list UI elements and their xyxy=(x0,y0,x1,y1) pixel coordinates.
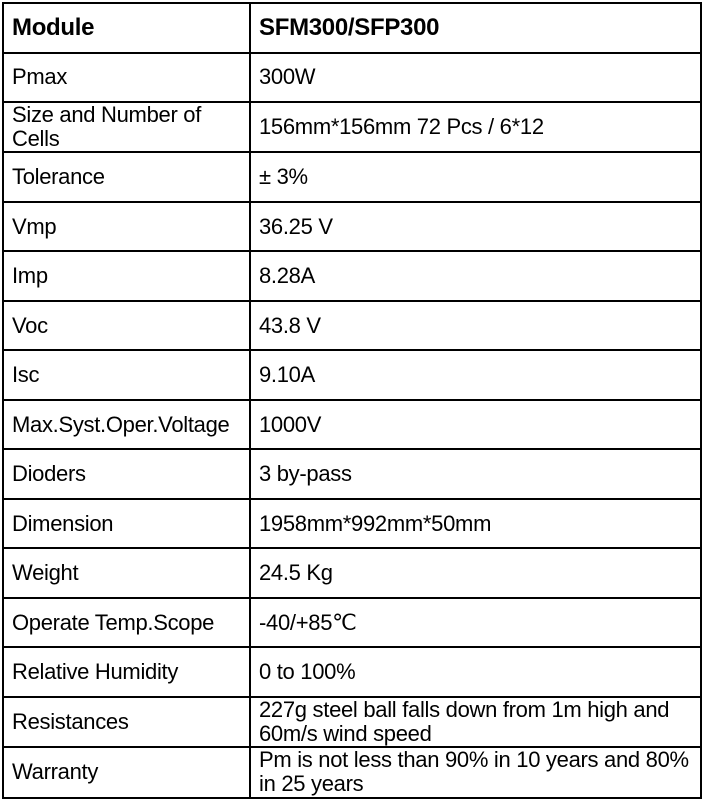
table-row: Relative Humidity 0 to 100% xyxy=(3,647,701,697)
cell-value: -40/+85℃ xyxy=(250,598,701,648)
cell-value: 24.5 Kg xyxy=(250,548,701,598)
table-row: Isc 9.10A xyxy=(3,350,701,400)
table-row: Warranty Pm is not less than 90% in 10 y… xyxy=(3,747,701,797)
table-row: Voc 43.8 V xyxy=(3,301,701,351)
table-row: Vmp 36.25 V xyxy=(3,202,701,252)
table-row: Pmax 300W xyxy=(3,53,701,103)
cell-value: ± 3% xyxy=(250,152,701,202)
cell-label: Relative Humidity xyxy=(3,647,250,697)
table-row: Size and Number of Cells 156mm*156mm 72 … xyxy=(3,102,701,152)
header-model: SFM300/SFP300 xyxy=(250,3,701,53)
table-row: Dioders 3 by-pass xyxy=(3,449,701,499)
cell-value: 300W xyxy=(250,53,701,103)
table-row: Weight 24.5 Kg xyxy=(3,548,701,598)
table-row: Operate Temp.Scope -40/+85℃ xyxy=(3,598,701,648)
cell-label: Warranty xyxy=(3,747,250,797)
cell-label: Max.Syst.Oper.Voltage xyxy=(3,400,250,450)
cell-value: 3 by-pass xyxy=(250,449,701,499)
table-row: Dimension 1958mm*992mm*50mm xyxy=(3,499,701,549)
cell-label: Voc xyxy=(3,301,250,351)
cell-label: Pmax xyxy=(3,53,250,103)
table-header-row: Module SFM300/SFP300 xyxy=(3,3,701,53)
cell-value: Pm is not less than 90% in 10 years and … xyxy=(250,747,701,797)
cell-label: Size and Number of Cells xyxy=(3,102,250,152)
cell-value: 227g steel ball falls down from 1m high … xyxy=(250,697,701,747)
table-row: Imp 8.28A xyxy=(3,251,701,301)
cell-label: Operate Temp.Scope xyxy=(3,598,250,648)
cell-value: 1958mm*992mm*50mm xyxy=(250,499,701,549)
spec-table: Module SFM300/SFP300 Pmax 300W Size and … xyxy=(2,2,702,799)
cell-label: Dimension xyxy=(3,499,250,549)
cell-value: 1000V xyxy=(250,400,701,450)
cell-label: Weight xyxy=(3,548,250,598)
cell-value: 36.25 V xyxy=(250,202,701,252)
cell-label: Dioders xyxy=(3,449,250,499)
table-row: Tolerance ± 3% xyxy=(3,152,701,202)
table-row: Max.Syst.Oper.Voltage 1000V xyxy=(3,400,701,450)
header-module: Module xyxy=(3,3,250,53)
cell-value: 156mm*156mm 72 Pcs / 6*12 xyxy=(250,102,701,152)
cell-value: 43.8 V xyxy=(250,301,701,351)
cell-label: Vmp xyxy=(3,202,250,252)
cell-label: Isc xyxy=(3,350,250,400)
table-row: Resistances 227g steel ball falls down f… xyxy=(3,697,701,747)
cell-value: 9.10A xyxy=(250,350,701,400)
cell-value: 0 to 100% xyxy=(250,647,701,697)
cell-label: Resistances xyxy=(3,697,250,747)
cell-label: Tolerance xyxy=(3,152,250,202)
cell-value: 8.28A xyxy=(250,251,701,301)
cell-label: Imp xyxy=(3,251,250,301)
